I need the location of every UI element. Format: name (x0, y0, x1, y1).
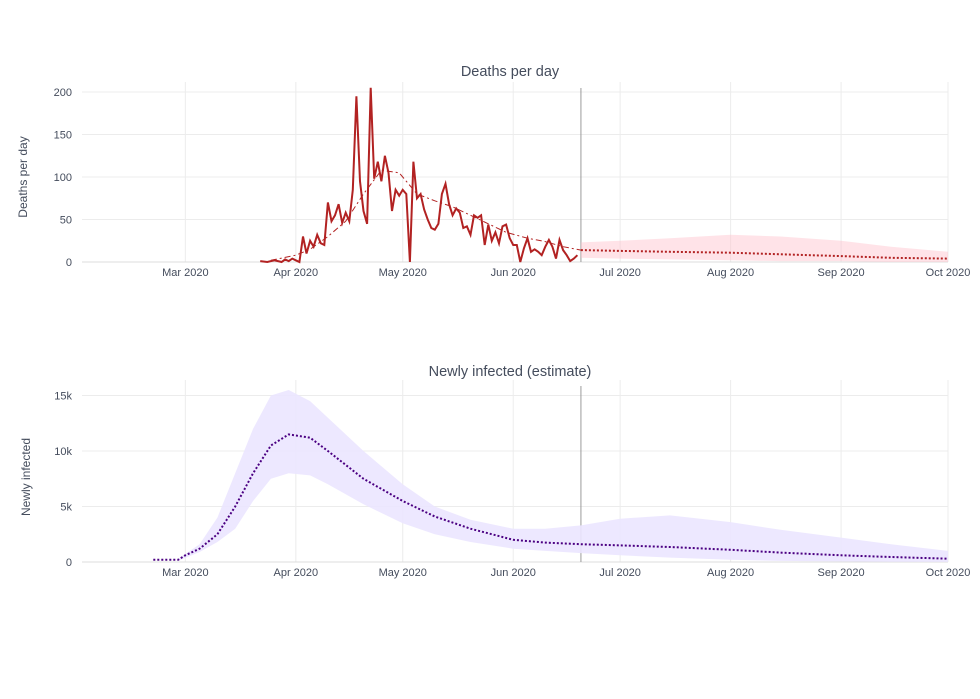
deaths-chart-ylabel: Deaths per day (16, 136, 30, 217)
x-tick-label: May 2020 (379, 567, 427, 579)
x-tick-label: Oct 2020 (926, 567, 971, 579)
y-tick-label: 150 (54, 130, 72, 142)
infected-chart-x-ticks: Mar 2020 Apr 2020 May 2020 Jun 2020 Jul 2020… (162, 567, 970, 579)
x-tick-label: Jun 2020 (491, 267, 536, 279)
y-tick-label: 100 (54, 172, 72, 184)
y-tick-label: 0 (66, 557, 72, 569)
fitted-deaths-line (270, 169, 581, 261)
y-tick-label: 50 (60, 215, 72, 227)
infected-chart-uncertainty-band (178, 390, 948, 562)
deaths-chart-title: Deaths per day (461, 64, 560, 80)
deaths-chart-series (260, 87, 949, 264)
x-tick-label: Sep 2020 (818, 267, 865, 279)
infected-chart-ylabel: Newly infected (19, 438, 33, 516)
x-tick-label: Aug 2020 (707, 567, 754, 579)
infected-chart-y-ticks: 0 5k 10k 15k (54, 391, 72, 569)
infected-chart-title: Newly infected (estimate) (429, 364, 592, 380)
y-tick-label: 10k (54, 446, 72, 458)
x-tick-label: Jul 2020 (599, 567, 641, 579)
uncertainty-band (580, 234, 948, 262)
x-tick-label: Jul 2020 (599, 267, 641, 279)
y-tick-label: 200 (54, 87, 72, 99)
deaths-chart-gridlines (82, 82, 949, 263)
uncertainty-band (178, 390, 948, 562)
deaths-chart-x-ticks: Mar 2020 Apr 2020 May 2020 Jun 2020 Jul 2020… (162, 267, 970, 279)
observed-deaths-line (260, 87, 579, 264)
x-tick-label: May 2020 (379, 267, 427, 279)
x-tick-label: Sep 2020 (818, 567, 865, 579)
y-tick-label: 15k (54, 391, 72, 403)
x-tick-label: Apr 2020 (273, 267, 318, 279)
deaths-chart: Deaths per day Deaths per day Mar 2020 Ap… (16, 64, 970, 279)
x-tick-label: Mar 2020 (162, 567, 208, 579)
infected-chart-series (153, 433, 949, 561)
deaths-chart-y-ticks: 0 50 100 150 200 (54, 87, 72, 269)
x-tick-label: Mar 2020 (162, 267, 208, 279)
x-tick-label: Oct 2020 (926, 267, 971, 279)
infected-estimate-line (153, 433, 949, 561)
y-tick-label: 0 (66, 257, 72, 269)
infected-chart: Newly infected (estimate) Newly infected… (19, 364, 970, 579)
x-tick-label: Apr 2020 (273, 567, 318, 579)
x-tick-label: Jun 2020 (491, 567, 536, 579)
forecast-deaths-line (580, 249, 949, 260)
x-tick-label: Aug 2020 (707, 267, 754, 279)
deaths-chart-forecast-band (580, 234, 948, 262)
y-tick-label: 5k (60, 502, 72, 514)
